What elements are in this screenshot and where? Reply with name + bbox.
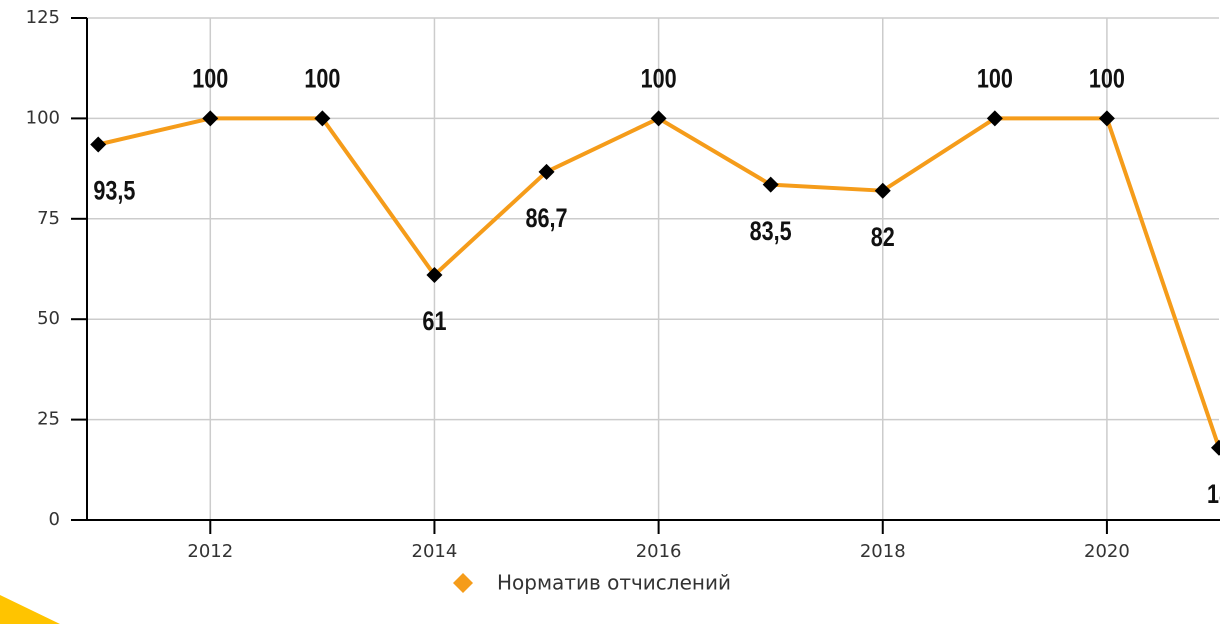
x-tick-label: 2014 [412, 541, 458, 562]
data-label: 86,7 [526, 204, 568, 234]
legend-marker [453, 573, 473, 593]
data-label: 93,5 [93, 176, 135, 206]
y-tick-label: 75 [37, 208, 60, 229]
y-tick-label: 125 [26, 7, 60, 28]
y-tick-label: 0 [49, 509, 60, 530]
x-tick-label: 2016 [636, 541, 682, 562]
marker [538, 163, 555, 180]
data-label: 83,5 [750, 217, 792, 247]
data-label: 100 [977, 64, 1013, 94]
marker [90, 136, 107, 153]
marker [202, 110, 219, 127]
legend-label: Норматив отчислений [497, 571, 731, 595]
marker [986, 110, 1003, 127]
data-label: 100 [1089, 64, 1125, 94]
y-tick-label: 50 [37, 308, 60, 329]
marker [762, 176, 779, 193]
data-label: 18 [1207, 480, 1220, 510]
data-label: 100 [304, 64, 340, 94]
marker [314, 110, 331, 127]
marker [1098, 110, 1115, 127]
x-tick-label: 2018 [860, 541, 906, 562]
marker [650, 110, 667, 127]
decoration [0, 595, 60, 624]
marker [874, 182, 891, 199]
marker [1211, 439, 1220, 456]
data-label: 100 [641, 64, 677, 94]
x-tick-label: 2020 [1084, 541, 1130, 562]
marker [426, 267, 443, 284]
y-tick-label: 100 [26, 107, 60, 128]
data-label: 82 [871, 223, 895, 253]
data-label: 100 [192, 64, 228, 94]
data-label: 61 [422, 307, 446, 337]
y-tick-label: 25 [37, 409, 60, 430]
x-tick-label: 2012 [187, 541, 233, 562]
